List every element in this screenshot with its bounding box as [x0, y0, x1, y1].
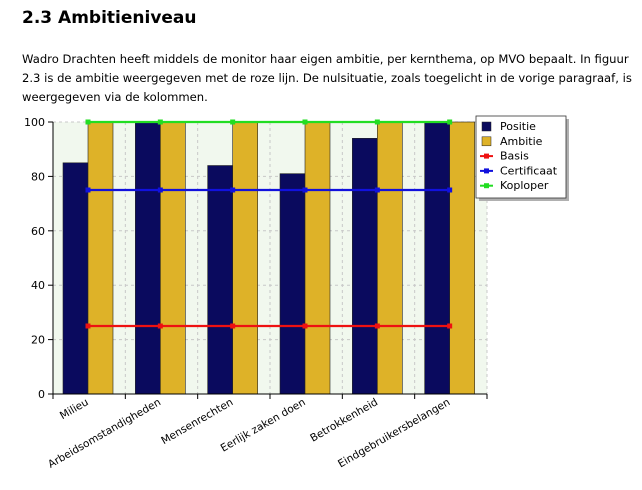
bar-positie — [207, 165, 233, 395]
bar-ambitie — [160, 121, 186, 395]
bars-layer — [62, 121, 475, 395]
marker-certificaat — [447, 187, 453, 193]
marker-basis — [157, 323, 163, 329]
bar-positie — [352, 138, 378, 395]
bar-positie — [135, 121, 161, 395]
bar-ambitie — [232, 121, 258, 395]
legend-marker-koploper — [484, 183, 489, 189]
y-tick-label: 60 — [31, 225, 45, 238]
bar-ambitie — [304, 121, 331, 395]
x-tick-label: Mensenrechten — [159, 396, 235, 447]
legend-swatch-ambitie — [481, 136, 492, 147]
y-tick-label: 80 — [31, 170, 45, 183]
plot-area — [53, 122, 487, 394]
bar-ambitie — [87, 121, 114, 395]
marker-certificaat — [374, 187, 380, 193]
y-tick-label: 20 — [31, 334, 45, 347]
marker-certificaat — [302, 187, 308, 193]
marker-basis — [447, 323, 453, 329]
marker-koploper — [230, 119, 236, 125]
marker-koploper — [157, 119, 163, 125]
bar-positie — [424, 121, 450, 395]
legend-marker-certificaat — [484, 168, 489, 174]
intro-paragraph: Wadro Drachten heeft middels de monitor … — [22, 52, 632, 104]
marker-certificaat — [85, 187, 91, 193]
y-tick-label: 0 — [38, 388, 45, 401]
legend-marker-basis — [484, 153, 489, 159]
bar-ambitie — [377, 121, 403, 395]
legend-label-certificaat: Certificaat — [500, 164, 558, 177]
marker-koploper — [302, 119, 308, 125]
legend-label-ambitie: Ambitie — [500, 135, 543, 148]
x-tick-label: Milieu — [58, 396, 91, 422]
bar-positie — [62, 162, 89, 395]
marker-basis — [302, 323, 308, 329]
bar-positie — [279, 173, 306, 395]
legend-label-positie: Positie — [500, 120, 536, 133]
marker-certificaat — [230, 187, 236, 193]
marker-koploper — [374, 119, 380, 125]
marker-basis — [230, 323, 236, 329]
marker-basis — [374, 323, 380, 329]
y-tick-label: 40 — [31, 279, 45, 292]
legend-label-koploper: Koploper — [500, 179, 549, 192]
section-heading: 2.3 Ambitieniveau — [22, 8, 197, 28]
legend-label-basis: Basis — [500, 150, 529, 163]
marker-koploper — [447, 119, 453, 125]
bar-ambitie — [449, 121, 475, 395]
lines-layer — [85, 119, 453, 329]
x-tick-label: Betrokkenheid — [308, 396, 380, 444]
legend-swatch-positie — [481, 121, 492, 132]
marker-basis — [85, 323, 91, 329]
marker-certificaat — [157, 187, 163, 193]
marker-koploper — [85, 119, 91, 125]
y-tick-label: 100 — [24, 116, 45, 129]
